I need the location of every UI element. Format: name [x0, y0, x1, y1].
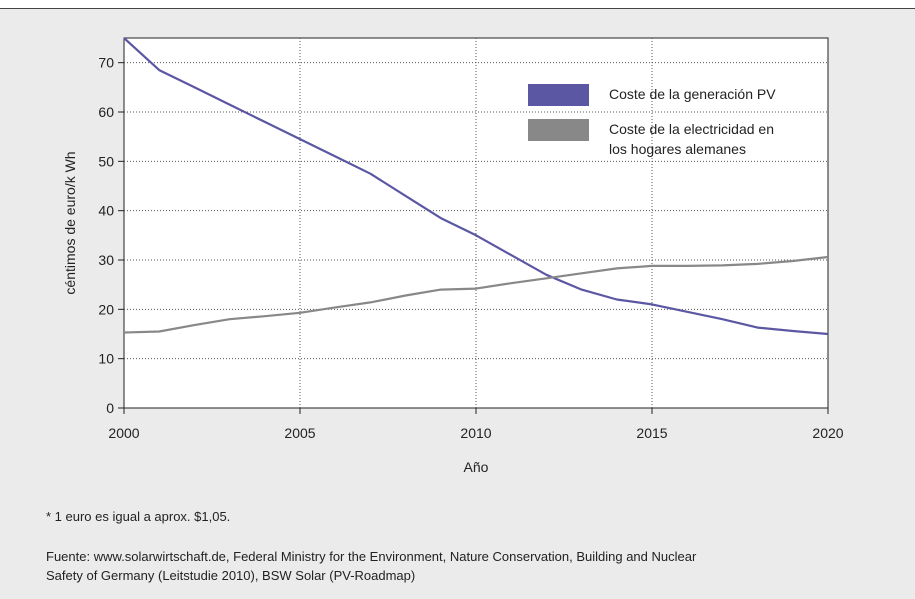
x-axis-label: Año [464, 459, 489, 475]
series-line-1 [123, 37, 829, 336]
legend-swatch [528, 119, 589, 141]
x-axis: 2000 2005 2010 2015 2020 [108, 408, 844, 441]
grid-lines [124, 38, 828, 408]
y-tick-label: 70 [98, 55, 114, 71]
legend-label: Coste de la generación PV [609, 86, 776, 102]
legend-label: Coste de la electricidad en [609, 121, 774, 137]
footnote: * 1 euro es igual a aprox. $1,05. [46, 509, 231, 524]
y-tick-label: 60 [98, 104, 114, 120]
series-lines [123, 37, 829, 336]
source-line-2: Safety of Germany (Leitstudie 2010), BSW… [46, 568, 416, 583]
x-tick-label: 2010 [460, 425, 491, 441]
y-tick-label: 10 [98, 351, 114, 367]
y-axis-label: céntimos de euro/k Wh [62, 151, 78, 294]
series-line-2 [123, 255, 829, 334]
source-note: Fuente: www.solarwirtschaft.de, Federal … [46, 547, 696, 585]
legend-label: los hogares alemanes [609, 141, 746, 157]
x-tick-label: 2015 [636, 425, 667, 441]
y-tick-label: 40 [98, 203, 114, 219]
x-tick-label: 2005 [284, 425, 315, 441]
y-tick-label: 30 [98, 252, 114, 268]
y-tick-label: 20 [98, 301, 114, 317]
x-tick-label: 2020 [812, 425, 843, 441]
legend: Coste de la generación PV Coste de la ele… [528, 84, 776, 157]
source-line-1: Fuente: www.solarwirtschaft.de, Federal … [46, 549, 697, 564]
y-tick-label: 0 [106, 400, 114, 416]
y-tick-label: 50 [98, 153, 114, 169]
plot-area [123, 37, 829, 409]
x-tick-label: 2000 [108, 425, 139, 441]
y-axis: 0 10 20 30 40 50 60 70 [98, 55, 124, 416]
legend-swatch [528, 84, 589, 106]
